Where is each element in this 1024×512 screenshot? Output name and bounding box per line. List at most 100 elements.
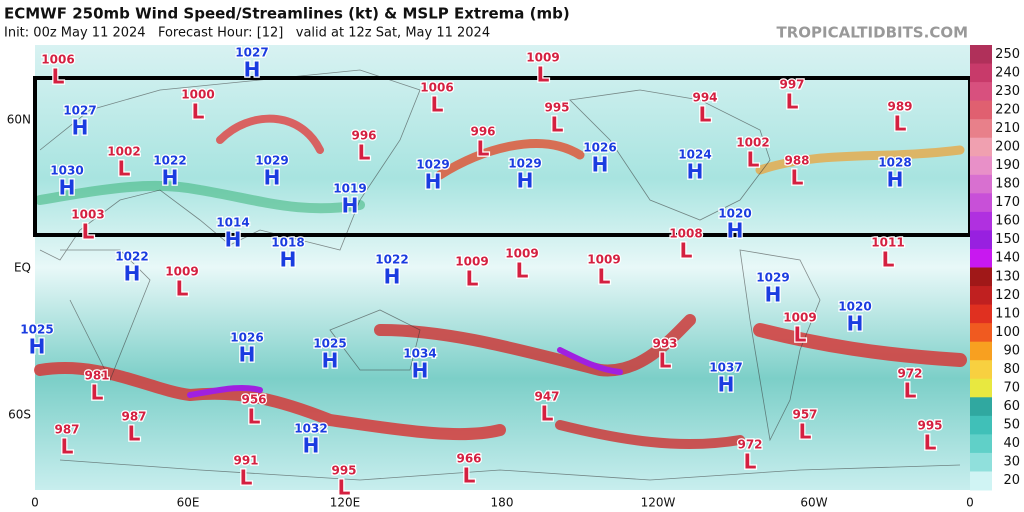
colorbar-swatch — [970, 304, 992, 324]
pressure-symbol: L — [747, 148, 760, 172]
pressure-symbol: H — [517, 169, 534, 193]
pressure-symbol: L — [786, 90, 799, 114]
pressure-value: 1009 — [165, 265, 198, 279]
pressure-symbol: H — [72, 116, 89, 140]
colorbar-swatch — [970, 230, 992, 250]
colorbar-label: 100 — [995, 325, 1020, 340]
pressure-value: 995 — [544, 101, 569, 115]
pressure-symbol: H — [264, 166, 281, 190]
pressure-value: 972 — [897, 367, 922, 381]
pressure-value: 995 — [331, 464, 356, 478]
pressure-symbol: H — [592, 153, 609, 177]
pressure-symbol: L — [791, 166, 804, 190]
colorbar-label: 60 — [1003, 399, 1020, 414]
pressure-value: 994 — [692, 91, 717, 105]
colorbar-label: 230 — [995, 84, 1020, 99]
pressure-value: 1009 — [455, 255, 488, 269]
pressure-symbol: L — [799, 420, 812, 444]
pressure-symbol: L — [431, 93, 444, 117]
colorbar-swatch — [970, 248, 992, 268]
pressure-symbol: L — [118, 157, 131, 181]
pressure-symbol: H — [847, 312, 864, 336]
pressure-symbol: H — [425, 170, 442, 194]
pressure-value: 1011 — [871, 236, 904, 250]
pressure-symbol: L — [551, 113, 564, 137]
colorbar-swatch — [970, 137, 992, 157]
map-area — [33, 45, 972, 490]
pressure-symbol: H — [887, 168, 904, 192]
pressure-symbol: H — [29, 335, 46, 359]
pressure-value: 1009 — [505, 247, 538, 261]
pressure-symbol: H — [59, 176, 76, 200]
pressure-symbol: H — [239, 343, 256, 367]
pressure-value: 966 — [456, 452, 481, 466]
pressure-symbol: L — [176, 277, 189, 301]
pressure-value: 987 — [54, 423, 79, 437]
pressure-symbol: L — [541, 402, 554, 426]
pressure-symbol: L — [192, 100, 205, 124]
pressure-value: 987 — [121, 410, 146, 424]
pressure-value: 1020 — [838, 300, 871, 314]
pressure-value: 1022 — [153, 154, 186, 168]
pressure-symbol: L — [924, 431, 937, 455]
colorbar-swatch — [970, 82, 992, 102]
pressure-value: 1029 — [416, 158, 449, 172]
colorbar-label: 240 — [995, 65, 1020, 80]
colorbar-label: 170 — [995, 195, 1020, 210]
pressure-symbol: L — [794, 323, 807, 347]
pressure-symbol: H — [322, 349, 339, 373]
pressure-value: 1003 — [71, 208, 104, 222]
pressure-value: 995 — [917, 419, 942, 433]
pressure-value: 1006 — [41, 53, 74, 67]
pressure-value: 947 — [534, 390, 559, 404]
pressure-value: 1037 — [709, 361, 742, 375]
pressure-symbol: L — [699, 103, 712, 127]
pressure-value: 1019 — [333, 182, 366, 196]
title: ECMWF 250mb Wind Speed/Streamlines (kt) … — [4, 5, 570, 23]
colorbar-label: 80 — [1003, 362, 1020, 377]
colorbar-swatch — [970, 323, 992, 343]
pressure-symbol: H — [718, 373, 735, 397]
pressure-value: 1026 — [230, 331, 263, 345]
colorbar-label: 70 — [1003, 381, 1020, 396]
pressure-symbol: L — [338, 476, 351, 500]
pressure-symbol: L — [128, 422, 141, 446]
pressure-value: 1022 — [375, 253, 408, 267]
pressure-value: 1029 — [508, 157, 541, 171]
pressure-symbol: L — [516, 259, 529, 283]
pressure-value: 993 — [652, 337, 677, 351]
pressure-symbol: H — [280, 248, 297, 272]
pressure-value: 1028 — [878, 156, 911, 170]
pressure-symbol: L — [466, 267, 479, 291]
colorbar-label: 140 — [995, 251, 1020, 266]
pressure-value: 1018 — [271, 236, 304, 250]
pressure-symbol: L — [882, 248, 895, 272]
pressure-symbol: L — [680, 239, 693, 263]
pressure-value: 1002 — [736, 136, 769, 150]
pressure-symbol: L — [240, 466, 253, 490]
colorbar-swatch — [970, 156, 992, 176]
colorbar-swatch — [970, 415, 992, 435]
pressure-symbol: L — [744, 450, 757, 474]
colorbar-swatch — [970, 452, 992, 472]
colorbar-swatch — [970, 434, 992, 454]
pressure-value: 1025 — [20, 323, 53, 337]
pressure-symbol: H — [727, 219, 744, 243]
pressure-symbol: L — [463, 464, 476, 488]
pressure-value: 991 — [233, 454, 258, 468]
pressure-value: 957 — [792, 408, 817, 422]
colorbar-swatch — [970, 100, 992, 120]
pressure-symbol: L — [61, 435, 74, 459]
colorbar-label: 130 — [995, 269, 1020, 284]
pressure-value: 972 — [737, 438, 762, 452]
pressure-value: 1020 — [718, 207, 751, 221]
pressure-value: 1027 — [63, 104, 96, 118]
pressure-symbol: H — [225, 228, 242, 252]
lat-label: EQ — [14, 261, 31, 275]
pressure-value: 1002 — [107, 145, 140, 159]
pressure-value: 989 — [887, 100, 912, 114]
colorbar-label: 20 — [1003, 473, 1020, 488]
pressure-value: 1000 — [181, 88, 214, 102]
colorbar-label: 160 — [995, 214, 1020, 229]
pressure-symbol: H — [384, 265, 401, 289]
